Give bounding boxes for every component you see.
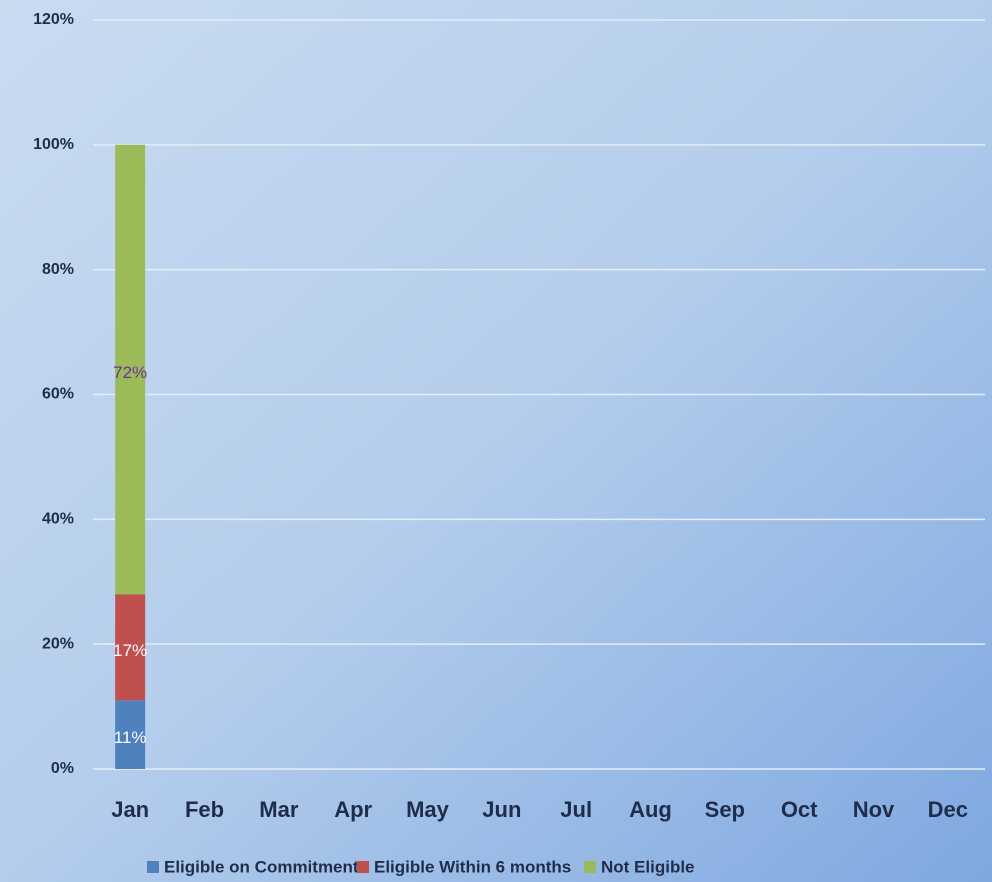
x-tick-label: Sep xyxy=(705,797,745,822)
x-tick-label: Jun xyxy=(482,797,521,822)
data-label: 72% xyxy=(113,363,147,382)
x-tick-label: Dec xyxy=(928,797,968,822)
x-tick-label: Jan xyxy=(111,797,149,822)
legend-label: Eligible on Commitment xyxy=(164,857,359,876)
data-label: 11% xyxy=(114,728,147,747)
x-tick-label: Aug xyxy=(629,797,672,822)
y-tick-label: 120% xyxy=(33,11,74,28)
legend-label: Not Eligible xyxy=(601,857,695,876)
legend-swatch xyxy=(147,861,159,873)
x-tick-label: Apr xyxy=(334,797,372,822)
legend-label: Eligible Within 6 months xyxy=(374,857,571,876)
x-tick-label: May xyxy=(406,797,450,822)
bar-segment xyxy=(115,700,146,769)
y-tick-label: 0% xyxy=(51,760,74,777)
data-label: 17% xyxy=(113,641,147,660)
y-tick-label: 100% xyxy=(33,136,74,153)
y-tick-label: 40% xyxy=(42,511,74,528)
x-tick-label: Oct xyxy=(781,797,818,822)
x-tick-label: Feb xyxy=(185,797,224,822)
bar-segment xyxy=(115,144,146,595)
y-tick-label: 80% xyxy=(42,261,74,278)
legend-swatch xyxy=(357,861,369,873)
x-tick-label: Nov xyxy=(853,797,895,822)
legend-swatch xyxy=(584,861,596,873)
bar-segment xyxy=(115,594,146,701)
y-tick-label: 20% xyxy=(42,635,74,652)
y-tick-label: 60% xyxy=(42,386,74,403)
x-tick-label: Mar xyxy=(259,797,299,822)
x-tick-label: Jul xyxy=(560,797,592,822)
